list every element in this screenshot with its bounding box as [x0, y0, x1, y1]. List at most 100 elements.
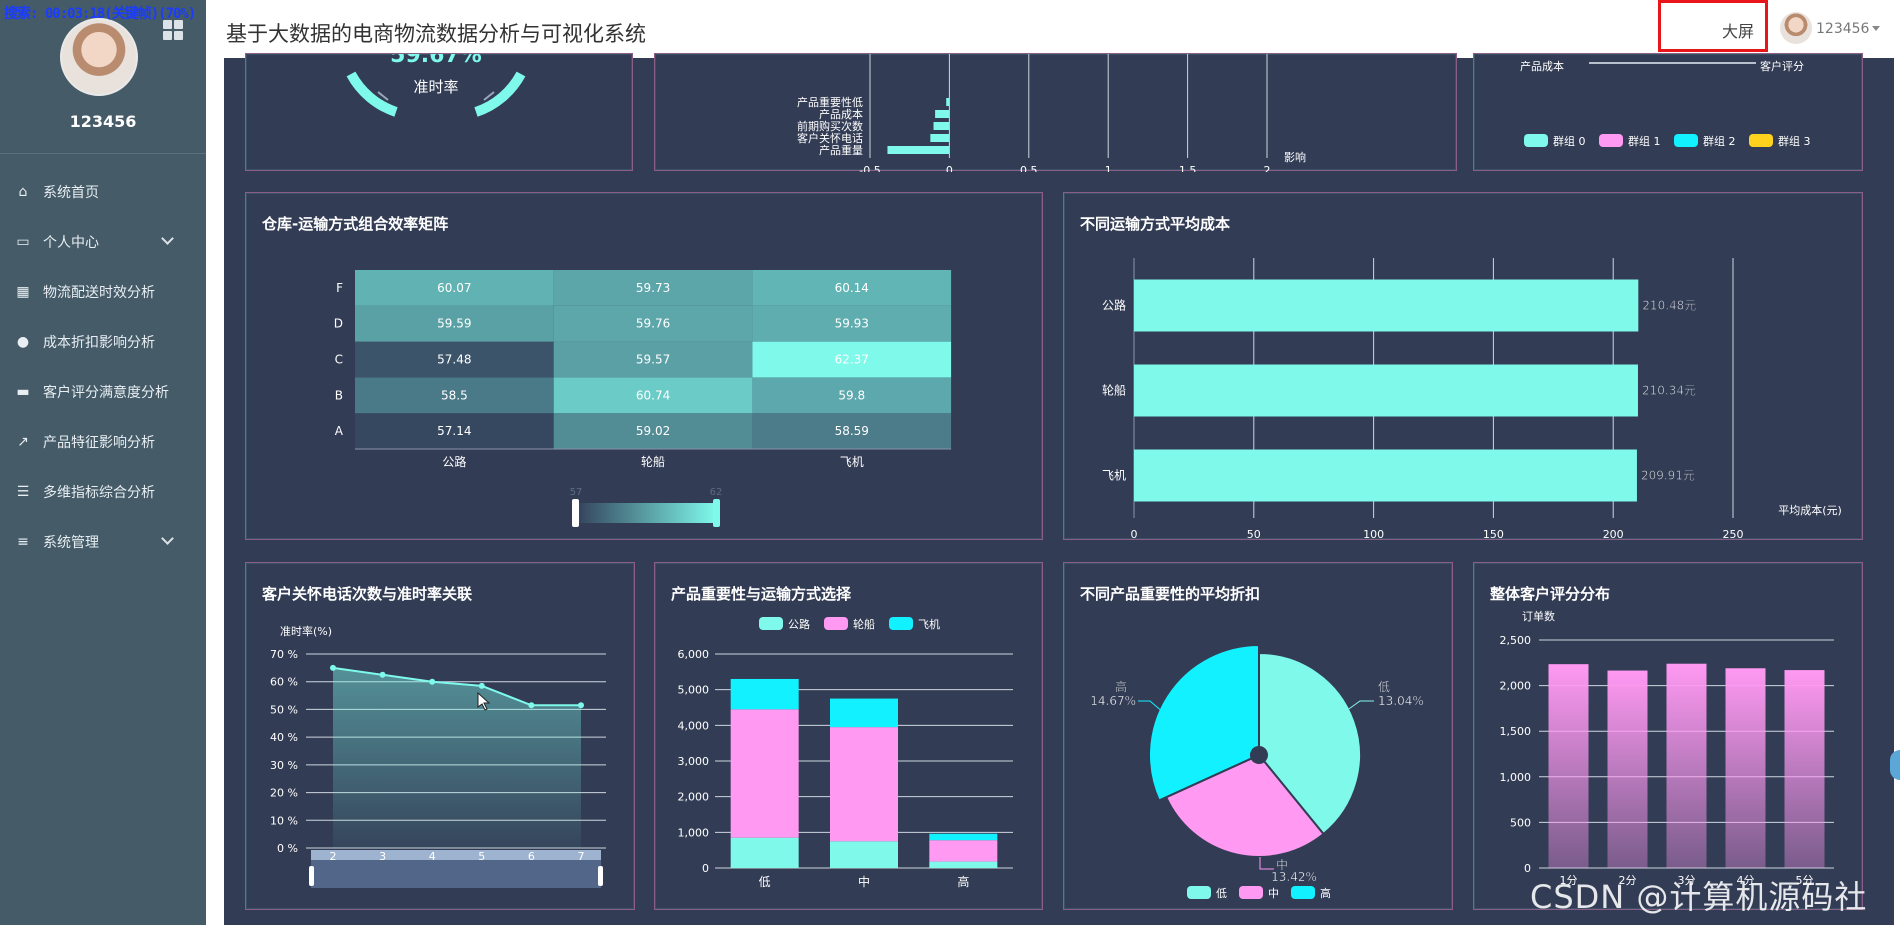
legend-label: 群组 1	[1628, 134, 1661, 148]
rating-dist-chart: 订单数 0 500 1,000 1,500 2,000 2,500 1分 2分 3分 4分 5分	[1500, 610, 1834, 887]
x-tick-label: 250	[1723, 528, 1744, 541]
sidebar-item-system[interactable]: ≡ 系统管理	[0, 522, 206, 562]
x-tick-label: 低	[759, 875, 771, 889]
heatmap-cell	[752, 341, 952, 378]
sidebar-item-multi[interactable]: ☰ 多维指标综合分析	[0, 472, 206, 512]
sidebar-item-cost[interactable]: ● 成本折扣影响分析	[0, 322, 206, 362]
y-tick-label: 0	[1524, 862, 1531, 875]
header: 基于大数据的电商物流数据分析与可视化系统 大屏 123456	[206, 0, 1900, 58]
heatmap-value: 59.59	[437, 317, 471, 331]
gauge-value: 59.67%	[390, 54, 482, 68]
legend-label: 轮船	[853, 617, 875, 631]
legend-swatch	[1291, 886, 1315, 899]
category-label: 产品成本	[819, 107, 863, 121]
heatmap-value: 59.02	[636, 424, 670, 438]
sidebar-item-rating[interactable]: ▬ 客户评分满意度分析	[0, 372, 206, 412]
rating-dist-panel: 整体客户评分分布 订单数 0 500 1,000 1,500 2,000 2,500 1分 2分…	[1473, 562, 1863, 910]
visual-map-handle-right[interactable]	[713, 499, 720, 527]
data-point	[330, 664, 336, 671]
pie-slice	[1148, 643, 1260, 802]
sidebar-item-label: 多维指标综合分析	[43, 485, 155, 501]
legend-swatch	[824, 617, 848, 630]
heatmap-chart: 57.14 59.02 58.59 A 58.5 60.74 59.8 B 57.48 59.57…	[334, 270, 952, 527]
heatmap-cell	[355, 413, 554, 449]
visual-map-bar	[576, 503, 716, 523]
data-point	[578, 702, 584, 709]
caret-down-icon[interactable]	[1872, 26, 1880, 31]
floating-handle[interactable]	[1890, 750, 1900, 780]
heatmap-cell	[553, 341, 753, 378]
sidebar-item-delivery[interactable]: ▦ 物流配送时效分析	[0, 272, 206, 312]
visual-map-handle-left[interactable]	[572, 499, 579, 527]
sidebar-item-label: 成本折扣影响分析	[43, 335, 155, 351]
sidebar-item-home[interactable]: ⌂ 系统首页	[0, 172, 206, 212]
y-axis-label: 客户评分	[1760, 59, 1804, 73]
heatmap-value: 60.07	[437, 281, 471, 295]
visual-map-max-label: 62	[710, 487, 723, 498]
legend-swatch	[1599, 134, 1623, 147]
x-tick-label: 轮船	[641, 455, 665, 469]
impact-bar	[933, 122, 950, 130]
sidebar-divider	[0, 153, 206, 154]
x-tick-label: 50	[1247, 528, 1261, 541]
apps-grid-icon[interactable]	[163, 20, 183, 40]
x-tick-label: 100	[1363, 528, 1384, 541]
pie-label-name: 低	[1378, 680, 1390, 694]
pie-label-value: 13.04%	[1378, 694, 1424, 708]
header-username[interactable]: 123456	[1816, 21, 1870, 37]
gauge-tick	[377, 91, 389, 101]
header-avatar[interactable]	[1780, 12, 1812, 44]
x-tick-label: 3	[379, 850, 386, 863]
y-tick-label: F	[336, 281, 343, 295]
y-tick-label: C	[335, 353, 343, 367]
avatar[interactable]	[60, 18, 138, 96]
sidebar-item-personal[interactable]: ▭ 个人中心	[0, 222, 206, 262]
data-point	[379, 671, 386, 678]
home-icon: ⌂	[18, 184, 28, 200]
y-tick-label: 3,000	[678, 755, 710, 768]
sidebar-item-label: 个人中心	[43, 235, 99, 251]
highlight-box	[1658, 0, 1768, 52]
cluster-panel: 产品成本 客户评分 群组 0 群组 1 群组 2 群组 3	[1473, 53, 1863, 171]
x-tick-label: 高	[957, 874, 969, 889]
area-fill	[333, 667, 581, 848]
bigscreen-button[interactable]: 大屏	[1722, 22, 1755, 41]
zoom-handle-left[interactable]	[309, 866, 314, 886]
x-tick-label: 150	[1483, 528, 1504, 541]
sidebar-item-product[interactable]: ↗ 产品特征影响分析	[0, 422, 206, 462]
discount-pie-chart: 低13.04%高14.67%中13.42%低中高	[1090, 643, 1424, 900]
pie-label-line	[1259, 857, 1274, 870]
x-tick-label: 2	[1264, 164, 1271, 172]
page-title: 基于大数据的电商物流数据分析与可视化系统	[226, 22, 646, 46]
pie-label-name: 中	[1276, 857, 1288, 872]
x-tick-label: 5	[478, 850, 485, 863]
gauge-label: 准时率	[413, 78, 458, 96]
cost-bar	[1134, 449, 1637, 502]
stack-segment	[830, 727, 898, 842]
heatmap-cell	[355, 341, 554, 378]
stack-segment	[929, 840, 998, 862]
y-tick-label: 60 %	[270, 676, 298, 689]
legend-label: 高	[1320, 886, 1331, 900]
pie-label-line	[1345, 700, 1374, 712]
x-tick-label: 中	[858, 874, 870, 889]
impact-bar	[887, 146, 950, 154]
stack-segment	[730, 678, 799, 710]
y-tick-label: B	[335, 388, 343, 402]
rating-bar	[1666, 663, 1707, 868]
legend-label: 群组 2	[1703, 134, 1736, 148]
category-label: 产品重量	[819, 143, 863, 157]
category-label: 轮船	[1102, 384, 1126, 398]
gauge-panel: 59.67% 准时率	[245, 43, 633, 171]
calls-ontime-title: 客户关怀电话次数与准时率关联	[262, 585, 473, 603]
sliders-icon: ≡	[17, 534, 29, 550]
x-tick-label: 1.5	[1179, 164, 1197, 172]
bar-value-label: 210.48元	[1642, 299, 1696, 313]
heatmap-cell	[553, 413, 753, 449]
heatmap-value: 59.76	[636, 317, 670, 331]
zoom-handle-right[interactable]	[598, 866, 603, 886]
heatmap-cell	[752, 413, 952, 449]
pie-slice	[1164, 756, 1325, 858]
legend-label: 公路	[788, 618, 810, 631]
y-tick-label: 30 %	[270, 759, 298, 772]
